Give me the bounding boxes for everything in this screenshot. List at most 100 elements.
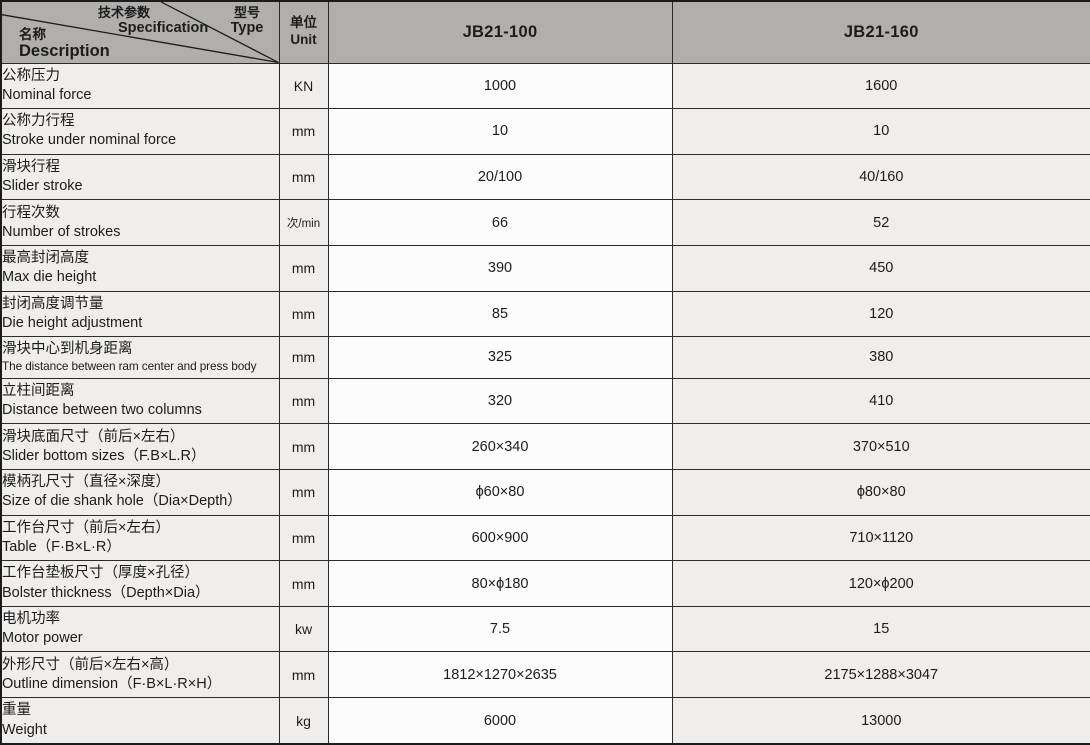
row-description-cell: 最高封闭高度 Max die height	[0, 245, 280, 292]
row-description-cell: 模柄孔尺寸（直径×深度） Size of die shank hole（Dia×D…	[0, 468, 280, 516]
table-row: 滑块中心到机身距离 The distance between ram center…	[0, 336, 1090, 379]
row-description-cell: 公称压力 Nominal force	[0, 62, 280, 110]
row-unit-cell: mm	[278, 290, 329, 338]
table-row: 电机功率 Motor power kw 7.5 15	[0, 605, 1090, 653]
row-name-zh: 工作台垫板尺寸（厚度×孔径）	[2, 565, 199, 582]
row-description-cell: 重量 Weight	[0, 697, 280, 745]
table-row: 外形尺寸（前后×左右×高） Outline dimension（F·B×L·R×H…	[0, 651, 1090, 699]
row-unit-cell: 次/min	[278, 199, 329, 246]
row-name-en: The distance between ram center and pres…	[2, 359, 257, 374]
row-name-zh: 公称力行程	[2, 113, 75, 130]
table-row: 滑块行程 Slider stroke mm 20/100 40/160	[0, 153, 1090, 201]
row-description-cell: 工作台垫板尺寸（厚度×孔径） Bolster thickness（Depth×Di…	[0, 560, 280, 607]
row-name-en: Outline dimension（F·B×L·R×H）	[2, 675, 222, 692]
row-name-zh: 行程次数	[2, 204, 60, 221]
row-value-jb21-100: ϕ60×80	[327, 468, 673, 516]
row-value-jb21-160: 10	[671, 108, 1090, 155]
row-description-cell: 滑块底面尺寸（前后×左右） Slider bottom sizes（F.B×L.R…	[0, 423, 280, 470]
row-value-jb21-100: 600×900	[327, 514, 673, 562]
row-unit-cell: mm	[278, 514, 329, 562]
row-value-jb21-160: 13000	[671, 697, 1090, 745]
row-value-jb21-100: 1000	[327, 62, 673, 110]
row-description-cell: 外形尺寸（前后×左右×高） Outline dimension（F·B×L·R×H…	[0, 651, 280, 699]
row-value-jb21-100: 80×ϕ180	[327, 560, 673, 607]
row-value-jb21-160: 410	[671, 377, 1090, 425]
row-name-zh: 滑块中心到机身距离	[2, 341, 133, 358]
row-value-jb21-160: 40/160	[671, 153, 1090, 201]
table-row: 公称力行程 Stroke under nominal force mm 10 10	[0, 108, 1090, 155]
row-value-jb21-160: 380	[671, 336, 1090, 379]
corner-specification-label: 技术参数 Specification	[98, 5, 208, 37]
type-label-en: Type	[230, 20, 264, 37]
row-description-cell: 滑块中心到机身距离 The distance between ram center…	[0, 336, 280, 379]
row-name-en: Size of die shank hole（Dia×Depth）	[2, 493, 242, 510]
row-name-zh: 封闭高度调节量	[2, 295, 104, 312]
row-value-jb21-160: 15	[671, 605, 1090, 653]
model-column-header-jb21-100: JB21-100	[327, 0, 673, 64]
row-value-jb21-160: 710×1120	[671, 514, 1090, 562]
model-column-header-jb21-160: JB21-160	[671, 0, 1090, 64]
row-unit-cell: KN	[278, 62, 329, 110]
unit-header-en: Unit	[290, 32, 317, 48]
row-value-jb21-100: 325	[327, 336, 673, 379]
row-name-en: Stroke under nominal force	[2, 132, 177, 149]
row-unit-cell: mm	[278, 560, 329, 607]
row-value-jb21-160: 450	[671, 245, 1090, 292]
table-row: 工作台垫板尺寸（厚度×孔径） Bolster thickness（Depth×Di…	[0, 560, 1090, 607]
row-unit-cell: mm	[278, 377, 329, 425]
row-description-cell: 公称力行程 Stroke under nominal force	[0, 108, 280, 155]
row-name-en: Table（F·B×L·R）	[2, 538, 121, 555]
description-label-en: Description	[19, 42, 110, 61]
row-unit-cell: mm	[278, 153, 329, 201]
row-name-zh: 立柱间距离	[2, 382, 75, 399]
row-description-cell: 行程次数 Number of strokes	[0, 199, 280, 246]
row-unit-cell: mm	[278, 245, 329, 292]
table-row: 最高封闭高度 Max die height mm 390 450	[0, 245, 1090, 292]
row-name-zh: 外形尺寸（前后×左右×高）	[2, 656, 179, 673]
table-row: 公称压力 Nominal force KN 1000 1600	[0, 62, 1090, 110]
row-value-jb21-100: 66	[327, 199, 673, 246]
row-name-zh: 滑块底面尺寸（前后×左右）	[2, 428, 185, 445]
row-name-en: Die height adjustment	[2, 314, 143, 331]
row-value-jb21-160: ϕ80×80	[671, 468, 1090, 516]
row-value-jb21-100: 10	[327, 108, 673, 155]
row-description-cell: 电机功率 Motor power	[0, 605, 280, 653]
row-value-jb21-160: 52	[671, 199, 1090, 246]
row-unit-cell: mm	[278, 108, 329, 155]
row-name-en: Bolster thickness（Depth×Dia）	[2, 584, 210, 601]
table-row: 行程次数 Number of strokes 次/min 66 52	[0, 199, 1090, 246]
row-name-en: Weight	[2, 721, 47, 738]
row-value-jb21-100: 7.5	[327, 605, 673, 653]
table-row: 封闭高度调节量 Die height adjustment mm 85 120	[0, 290, 1090, 338]
row-value-jb21-160: 120	[671, 290, 1090, 338]
row-name-en: Nominal force	[2, 86, 92, 103]
row-value-jb21-100: 1812×1270×2635	[327, 651, 673, 699]
corner-type-label: 型号 Type	[224, 5, 270, 37]
table-row: 工作台尺寸（前后×左右） Table（F·B×L·R） mm 600×900 710×1…	[0, 514, 1090, 562]
row-unit-cell: kg	[278, 697, 329, 745]
diagonal-divider-lines	[2, 2, 278, 62]
row-name-zh: 最高封闭高度	[2, 250, 89, 267]
row-description-cell: 工作台尺寸（前后×左右） Table（F·B×L·R）	[0, 514, 280, 562]
row-unit-cell: mm	[278, 651, 329, 699]
row-name-zh: 公称压力	[2, 67, 60, 84]
row-value-jb21-100: 20/100	[327, 153, 673, 201]
unit-header-zh: 单位	[290, 15, 317, 31]
row-description-cell: 滑块行程 Slider stroke	[0, 153, 280, 201]
row-name-en: Number of strokes	[2, 223, 121, 240]
spec-table-body: 公称压力 Nominal force KN 1000 1600 公称力行程 Stroke u…	[0, 62, 1090, 745]
row-name-zh: 重量	[2, 702, 31, 719]
header-row: 技术参数 Specification 型号 Type 名称 Descriptio…	[0, 0, 1090, 64]
row-name-en: Slider stroke	[2, 178, 83, 195]
row-value-jb21-160: 120×ϕ200	[671, 560, 1090, 607]
row-unit-cell: kw	[278, 605, 329, 653]
row-description-cell: 封闭高度调节量 Die height adjustment	[0, 290, 280, 338]
row-value-jb21-100: 390	[327, 245, 673, 292]
row-unit-cell: mm	[278, 336, 329, 379]
row-description-cell: 立柱间距离 Distance between two columns	[0, 377, 280, 425]
row-unit-cell: mm	[278, 423, 329, 470]
row-name-en: Slider bottom sizes（F.B×L.R）	[2, 447, 206, 464]
row-value-jb21-100: 85	[327, 290, 673, 338]
